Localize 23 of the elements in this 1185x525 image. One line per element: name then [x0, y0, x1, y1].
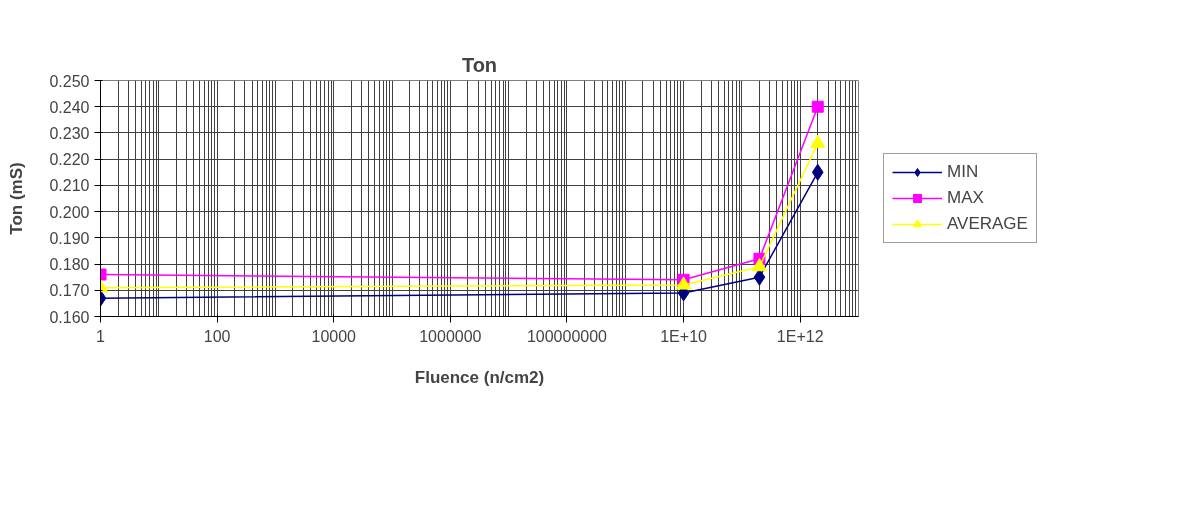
- y-tick-label: 0.250: [49, 72, 90, 90]
- y-tick-label: 0.200: [49, 203, 90, 221]
- y-tick-label: 0.210: [49, 177, 90, 195]
- y-tick-label: 0.190: [49, 229, 90, 247]
- x-tick-label: 1E+10: [660, 327, 708, 345]
- y-tick-label: 0.170: [49, 282, 90, 300]
- x-tick-label: 1000000: [419, 327, 482, 345]
- legend-label: AVERAGE: [947, 214, 1028, 234]
- y-tick-label: 0.220: [49, 151, 90, 169]
- x-tick-label: 100000000: [526, 327, 608, 345]
- x-tick-label: 1E+12: [776, 327, 824, 345]
- y-tick-label: 0.160: [49, 308, 90, 326]
- x-tick-label: 10000: [311, 327, 357, 345]
- y-tick-label: 0.180: [49, 256, 90, 274]
- y-tick-label: 0.240: [49, 98, 90, 116]
- x-axis-title: Fluence (n/cm2): [414, 367, 545, 387]
- legend-label: MIN: [947, 162, 979, 182]
- y-axis-title: Ton (mS): [7, 162, 27, 235]
- x-tick-label: 1: [96, 327, 106, 345]
- legend-label: MAX: [947, 188, 984, 208]
- x-tick-label: 100: [203, 327, 231, 345]
- y-tick-label: 0.230: [49, 124, 90, 142]
- chart-title: Ton: [461, 53, 498, 76]
